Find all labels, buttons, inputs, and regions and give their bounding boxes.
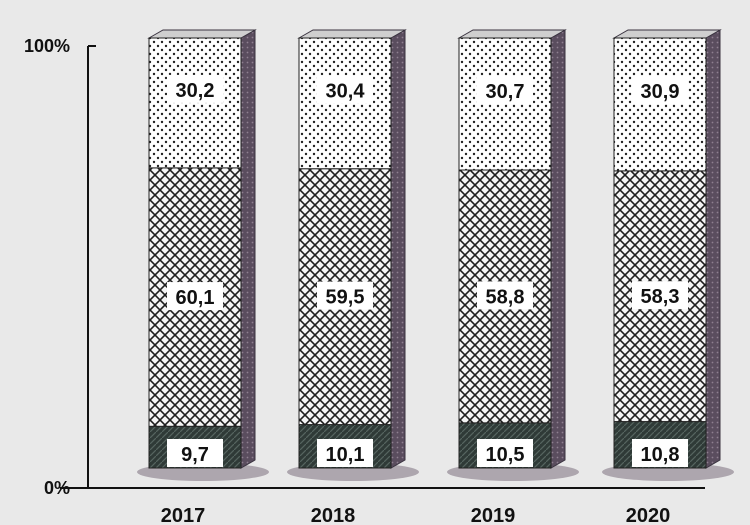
bar-top-face (299, 30, 405, 38)
data-label: 9,7 (181, 444, 209, 466)
x-tick-label: 2017 (161, 505, 206, 525)
data-label: 30,2 (176, 80, 215, 102)
data-label: 59,5 (326, 287, 365, 309)
data-label: 30,7 (486, 81, 525, 103)
data-label: 60,1 (176, 287, 215, 309)
data-label: 58,8 (486, 286, 525, 308)
bar-segment-dots (614, 38, 706, 171)
data-label: 30,4 (326, 80, 366, 102)
y-tick-label: 0% (44, 478, 70, 498)
data-label: 58,3 (641, 286, 680, 308)
x-tick-label: 2018 (311, 505, 356, 525)
bar-side-face (706, 30, 720, 468)
bar-top-face (614, 30, 720, 38)
x-tick-label: 2020 (626, 505, 671, 525)
data-label: 10,1 (326, 444, 365, 466)
bar-segment-dots (299, 38, 391, 169)
bar-side-face (241, 30, 255, 468)
data-label: 30,9 (641, 81, 680, 103)
y-tick-label: 100% (24, 36, 70, 56)
bar-top-face (149, 30, 255, 38)
bar-segment-dots (459, 38, 551, 170)
data-label: 10,5 (486, 444, 525, 466)
bar-side-face (551, 30, 565, 468)
data-label: 10,8 (641, 444, 680, 466)
x-tick-label: 2019 (471, 505, 516, 525)
bar-top-face (459, 30, 565, 38)
bar-side-face (391, 30, 405, 468)
